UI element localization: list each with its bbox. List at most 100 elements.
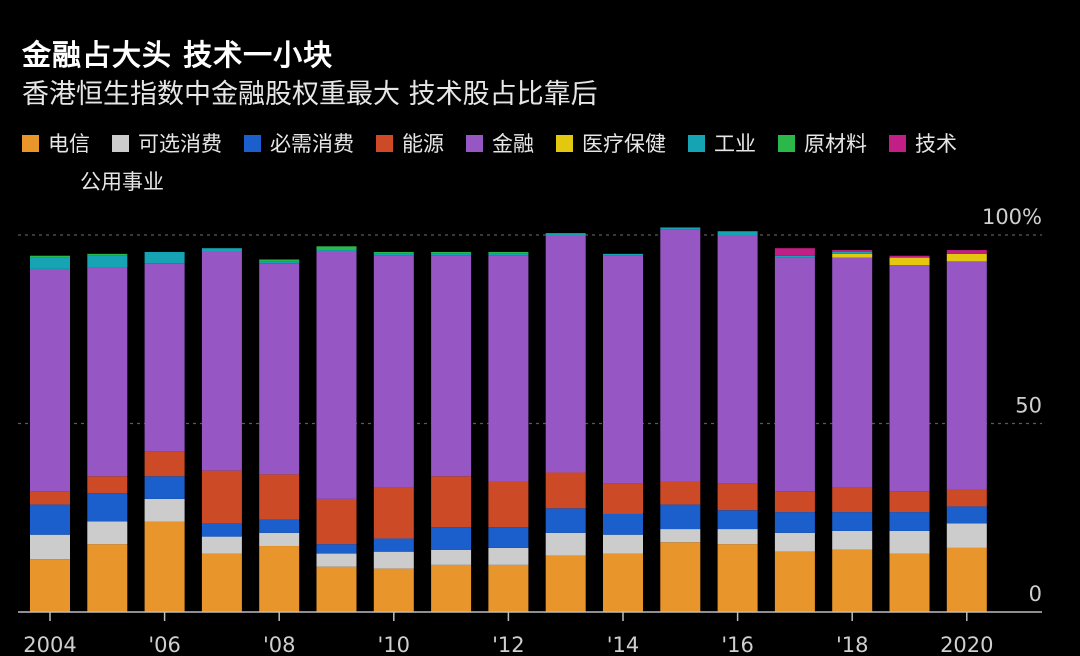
- legend-item: 公用事业: [54, 166, 164, 196]
- bar-segment: [373, 568, 414, 612]
- x-tick-label: 2020: [940, 633, 993, 656]
- bar-segment: [545, 235, 586, 473]
- legend-label: 必需消费: [270, 132, 354, 156]
- bar-segment: [201, 536, 242, 554]
- legend-label: 技术: [915, 132, 957, 156]
- bar-segment: [946, 489, 987, 507]
- bar-segment: [889, 553, 930, 612]
- bar-segment: [201, 251, 242, 471]
- bar-segment: [889, 265, 930, 492]
- bar-segment: [545, 233, 586, 235]
- bar-segment: [889, 257, 930, 266]
- bar-segment: [316, 544, 357, 554]
- bar-segment: [316, 498, 357, 545]
- bar-segment: [717, 483, 758, 511]
- bar-segment: [717, 529, 758, 545]
- bar-segment: [946, 250, 987, 254]
- legend-label: 公用事业: [80, 170, 164, 194]
- bar-segment: [87, 493, 128, 522]
- bar-segment: [144, 476, 185, 499]
- bar-segment: [832, 251, 873, 254]
- bar-segment: [603, 255, 643, 484]
- bar-segment: [373, 255, 414, 488]
- bar-segment: [717, 544, 758, 612]
- bar-segment: [660, 542, 701, 612]
- bar-segment: [144, 451, 185, 477]
- bar-segment: [946, 506, 987, 524]
- bar-segment: [946, 253, 987, 262]
- bar-segment: [603, 553, 643, 612]
- bar-segment: [774, 257, 815, 492]
- bar-segment: [603, 253, 643, 256]
- bar-segment: [144, 263, 185, 452]
- legend-swatch: [54, 172, 71, 190]
- bar-segment: [774, 255, 815, 258]
- legend-item: 可选消费: [112, 128, 222, 158]
- bar-segment: [545, 555, 586, 612]
- bar-segment: [545, 472, 586, 509]
- legend-item: 能源: [376, 128, 444, 158]
- bar-segment: [832, 549, 873, 612]
- bar-segment: [431, 251, 472, 254]
- legend-swatch: [889, 134, 906, 152]
- bar-segment: [259, 519, 300, 533]
- bar-segment: [259, 532, 300, 547]
- legend-swatch: [112, 134, 129, 152]
- bar-segment: [201, 248, 242, 252]
- bar-segment: [660, 481, 701, 505]
- bar-segment: [87, 544, 128, 612]
- bar-segment: [144, 521, 185, 612]
- bar-segment: [431, 564, 472, 612]
- bar-segment: [201, 470, 242, 524]
- bar-segment: [717, 235, 758, 484]
- bar-segment: [30, 534, 70, 560]
- bar-segment: [660, 504, 701, 530]
- bar-segment: [717, 231, 758, 235]
- legend-item: 医疗保健: [556, 128, 666, 158]
- bar-segment: [889, 491, 930, 513]
- legend: 电信 可选消费 必需消费 能源 金融 医疗保健 工业 原材料 技术 公用事业: [22, 128, 1062, 204]
- bar-segment: [603, 513, 643, 535]
- bar-segment: [832, 512, 873, 531]
- bar-segment: [316, 566, 357, 612]
- bar-segment: [431, 527, 472, 550]
- x-tick-label: '12: [492, 633, 525, 656]
- bar-segment: [30, 268, 70, 492]
- x-tick-label: '18: [836, 633, 869, 656]
- bar-segment: [144, 251, 185, 264]
- bar-segment: [259, 259, 300, 262]
- bar-segment: [774, 248, 815, 256]
- bar-segment: [431, 476, 472, 528]
- bar-segment: [373, 251, 414, 254]
- bar-segment: [201, 523, 242, 537]
- bar-segment: [774, 491, 815, 513]
- bar-segment: [832, 257, 873, 488]
- bar-segment: [144, 498, 185, 522]
- bar-segment: [889, 530, 930, 554]
- legend-label: 电信: [48, 132, 90, 156]
- legend-swatch: [376, 134, 393, 152]
- y-tick-label: 0: [1029, 582, 1042, 606]
- bar-segment: [30, 491, 70, 505]
- legend-swatch: [556, 134, 573, 152]
- bar-segment: [946, 547, 987, 612]
- bar-segment: [660, 529, 701, 543]
- bar-segment: [316, 246, 357, 251]
- bar-segment: [774, 512, 815, 533]
- legend-swatch: [778, 134, 795, 152]
- chart-title: 金融占大头 技术一小块: [22, 38, 334, 72]
- bar-segment: [87, 476, 128, 494]
- bar-segment: [316, 250, 357, 252]
- legend-item: 原材料: [778, 128, 867, 158]
- bar-segment: [201, 553, 242, 612]
- bar-segment: [373, 538, 414, 552]
- bar-segment: [717, 510, 758, 530]
- y-tick-label: 50: [1015, 394, 1042, 418]
- legend-swatch: [466, 134, 483, 152]
- bar-segment: [545, 508, 586, 533]
- bar-segment: [488, 251, 529, 254]
- bar-segment: [30, 559, 70, 612]
- legend-swatch: [244, 134, 261, 152]
- bar-segment: [488, 253, 529, 256]
- bar-segment: [488, 564, 529, 612]
